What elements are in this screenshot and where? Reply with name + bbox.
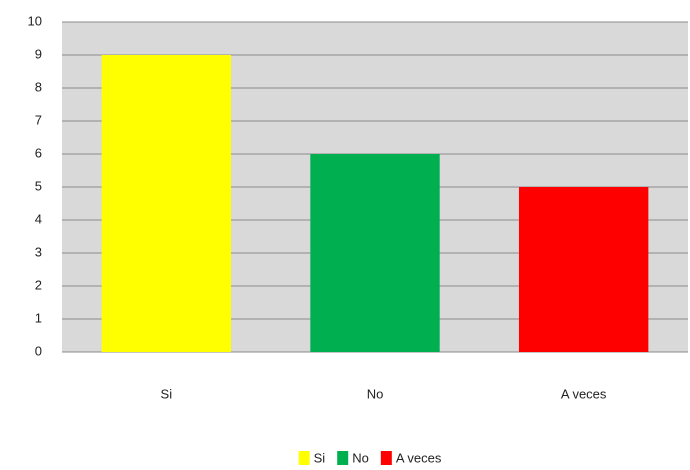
y-tick-label: 6	[35, 145, 42, 160]
y-tick-label: 8	[35, 79, 42, 94]
y-tick-label: 4	[35, 211, 42, 226]
y-tick-label: 1	[35, 310, 42, 325]
bar	[518, 187, 649, 352]
legend-label: Si	[314, 450, 326, 465]
y-tick-label: 0	[35, 343, 42, 358]
legend-label: A veces	[396, 450, 442, 465]
y-tick-label: 10	[28, 13, 42, 28]
legend-swatch	[380, 451, 392, 465]
legend-label: No	[352, 450, 369, 465]
y-tick-label: 3	[35, 244, 42, 259]
x-tick-label: A veces	[561, 386, 607, 401]
legend-swatch	[298, 451, 310, 465]
x-tick-label: Si	[161, 386, 173, 401]
x-tick-label: No	[367, 386, 384, 401]
bar	[101, 55, 232, 352]
y-tick-label: 2	[35, 277, 42, 292]
bar	[310, 154, 440, 352]
y-tick-label: 9	[35, 46, 42, 61]
y-tick-label: 5	[35, 178, 42, 193]
legend-swatch	[337, 451, 349, 465]
y-tick-label: 7	[35, 112, 42, 127]
